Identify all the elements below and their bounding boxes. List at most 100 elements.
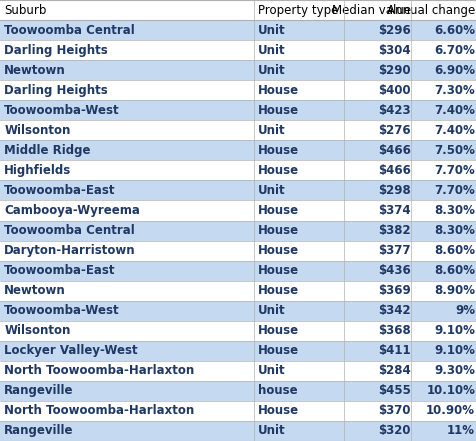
Text: Toowoomba-East: Toowoomba-East [4, 184, 116, 197]
Text: 10.90%: 10.90% [425, 404, 474, 418]
Text: 6.90%: 6.90% [433, 64, 474, 77]
Text: Lockyer Valley-West: Lockyer Valley-West [4, 344, 138, 357]
Text: Toowoomba-West: Toowoomba-West [4, 104, 119, 117]
Text: 10.10%: 10.10% [426, 385, 474, 397]
Text: Highfields: Highfields [4, 164, 71, 177]
Text: $304: $304 [377, 44, 410, 56]
Text: 6.60%: 6.60% [433, 23, 474, 37]
Text: House: House [258, 264, 298, 277]
Text: 9%: 9% [454, 304, 474, 317]
Text: $298: $298 [377, 184, 410, 197]
Text: 8.60%: 8.60% [433, 244, 474, 257]
Bar [0, 80, 476, 100]
Text: 6.70%: 6.70% [433, 44, 474, 56]
Text: $382: $382 [377, 224, 410, 237]
Text: North Toowoomba-Harlaxton: North Toowoomba-Harlaxton [4, 404, 194, 418]
Bar [0, 240, 476, 261]
Text: $370: $370 [377, 404, 410, 418]
Text: Cambooya-Wyreema: Cambooya-Wyreema [4, 204, 140, 217]
Text: 7.40%: 7.40% [433, 124, 474, 137]
Text: House: House [258, 204, 298, 217]
Text: Suburb: Suburb [4, 4, 47, 16]
Text: $400: $400 [377, 84, 410, 97]
Text: House: House [258, 344, 298, 357]
Bar [0, 421, 476, 441]
Text: house: house [258, 385, 297, 397]
Text: Unit: Unit [258, 184, 285, 197]
Text: Unit: Unit [258, 364, 285, 377]
Text: $436: $436 [377, 264, 410, 277]
Text: $377: $377 [377, 244, 410, 257]
Text: House: House [258, 404, 298, 418]
Bar [0, 60, 476, 80]
Text: Rangeville: Rangeville [4, 385, 74, 397]
Text: 7.50%: 7.50% [433, 144, 474, 157]
Text: 8.30%: 8.30% [433, 204, 474, 217]
Text: House: House [258, 324, 298, 337]
Text: 8.90%: 8.90% [433, 284, 474, 297]
Text: Newtown: Newtown [4, 64, 66, 77]
Text: Toowoomba Central: Toowoomba Central [4, 23, 135, 37]
Bar [0, 401, 476, 421]
Text: House: House [258, 284, 298, 297]
Text: 9.10%: 9.10% [433, 344, 474, 357]
Text: 11%: 11% [446, 425, 474, 437]
Text: House: House [258, 224, 298, 237]
Bar [0, 301, 476, 321]
Text: Toowoomba-West: Toowoomba-West [4, 304, 119, 317]
Bar [0, 100, 476, 120]
Text: 7.70%: 7.70% [434, 184, 474, 197]
Text: Unit: Unit [258, 304, 285, 317]
Text: Unit: Unit [258, 425, 285, 437]
Text: $284: $284 [377, 364, 410, 377]
Bar [0, 0, 476, 20]
Text: Daryton-Harristown: Daryton-Harristown [4, 244, 136, 257]
Text: 7.70%: 7.70% [434, 164, 474, 177]
Text: $290: $290 [377, 64, 410, 77]
Text: 9.30%: 9.30% [433, 364, 474, 377]
Text: $342: $342 [377, 304, 410, 317]
Bar [0, 361, 476, 381]
Bar [0, 261, 476, 280]
Text: House: House [258, 164, 298, 177]
Bar [0, 40, 476, 60]
Text: 8.30%: 8.30% [433, 224, 474, 237]
Bar [0, 321, 476, 341]
Text: 7.40%: 7.40% [433, 104, 474, 117]
Bar [0, 280, 476, 301]
Text: Unit: Unit [258, 44, 285, 56]
Text: Annual change: Annual change [386, 4, 474, 16]
Text: $276: $276 [377, 124, 410, 137]
Bar [0, 201, 476, 220]
Text: Wilsonton: Wilsonton [4, 324, 70, 337]
Text: Unit: Unit [258, 64, 285, 77]
Text: $320: $320 [377, 425, 410, 437]
Text: Unit: Unit [258, 23, 285, 37]
Bar [0, 140, 476, 161]
Text: $466: $466 [377, 164, 410, 177]
Bar [0, 180, 476, 201]
Text: Newtown: Newtown [4, 284, 66, 297]
Text: $466: $466 [377, 144, 410, 157]
Text: Rangeville: Rangeville [4, 425, 74, 437]
Text: $368: $368 [377, 324, 410, 337]
Text: Toowoomba Central: Toowoomba Central [4, 224, 135, 237]
Text: $411: $411 [377, 344, 410, 357]
Text: $369: $369 [377, 284, 410, 297]
Text: House: House [258, 144, 298, 157]
Text: House: House [258, 244, 298, 257]
Bar [0, 220, 476, 240]
Text: Darling Heights: Darling Heights [4, 84, 108, 97]
Text: 8.60%: 8.60% [433, 264, 474, 277]
Text: $296: $296 [377, 23, 410, 37]
Text: 9.10%: 9.10% [433, 324, 474, 337]
Bar [0, 341, 476, 361]
Bar [0, 381, 476, 401]
Bar [0, 20, 476, 40]
Text: House: House [258, 104, 298, 117]
Bar [0, 120, 476, 140]
Text: Darling Heights: Darling Heights [4, 44, 108, 56]
Text: Median value: Median value [331, 4, 410, 16]
Text: $423: $423 [377, 104, 410, 117]
Text: Middle Ridge: Middle Ridge [4, 144, 90, 157]
